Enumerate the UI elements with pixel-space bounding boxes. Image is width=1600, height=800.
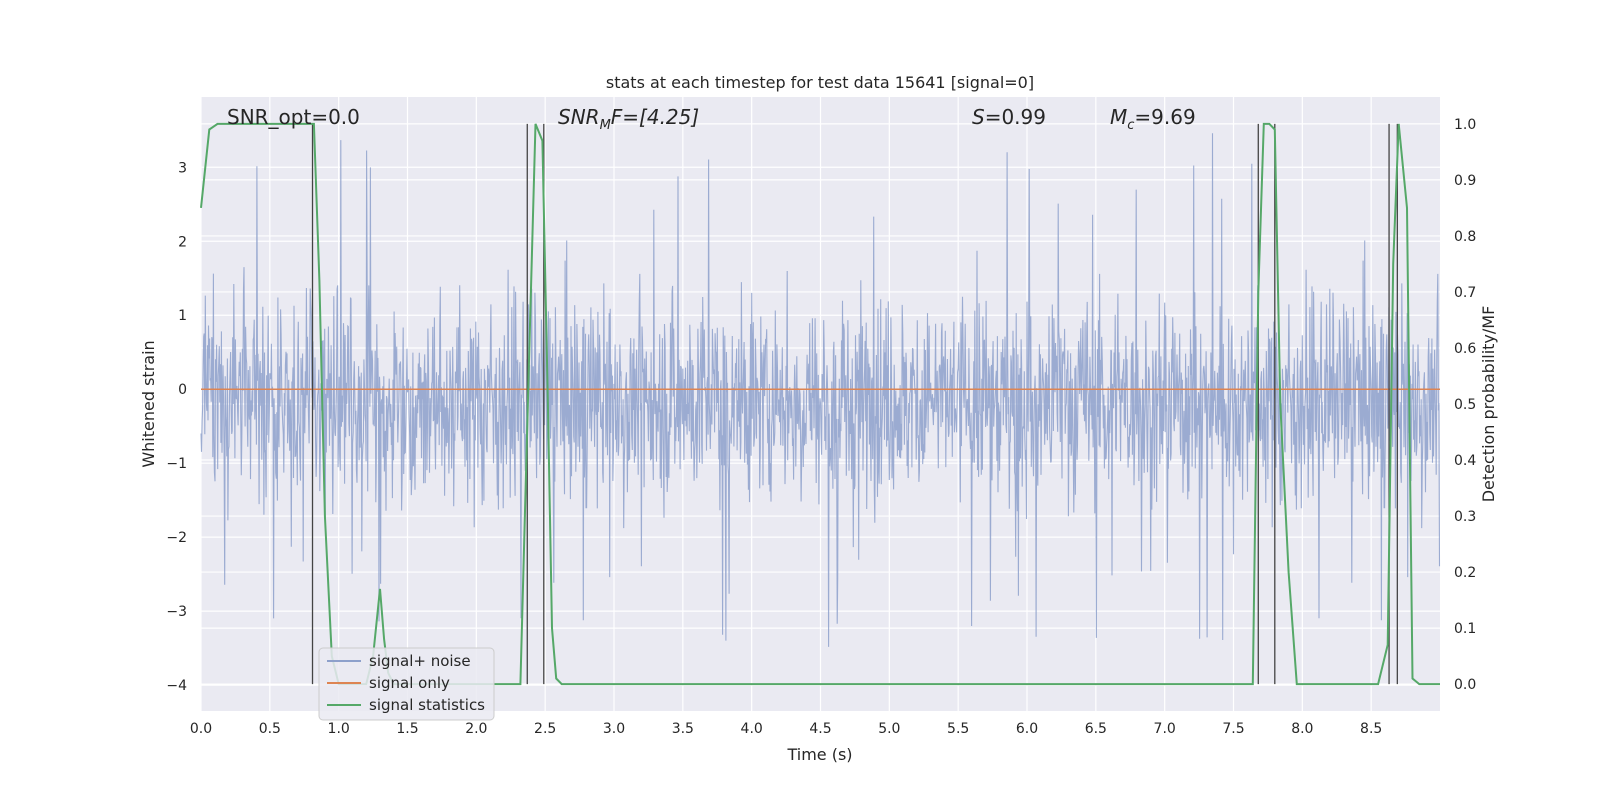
x-tick-label: 4.0: [741, 721, 763, 737]
x-tick-label: 3.0: [603, 721, 625, 737]
x-tick-label: 2.5: [534, 721, 556, 737]
y2-tick-label: 1.0: [1454, 117, 1476, 133]
x-tick-label: 1.0: [328, 721, 350, 737]
x-tick-label: 0.5: [259, 721, 281, 737]
y2-tick-label: 0.0: [1454, 677, 1476, 693]
x-tick-label: 0.0: [190, 721, 212, 737]
annotation-snr-mf: SNRMF=[4.25]: [558, 105, 699, 133]
legend-box: [318, 647, 495, 721]
y-tick-label: −2: [166, 530, 187, 546]
x-tick-label: 1.5: [396, 721, 418, 737]
signal-noise-line: [200, 133, 1441, 647]
annotation-mc: Mc=9.69: [1110, 105, 1196, 133]
x-tick-label: 4.5: [809, 721, 831, 737]
y2-tick-label: 0.3: [1454, 509, 1476, 525]
snr-mf-subscript: M: [600, 118, 611, 133]
y2-tick-label: 0.7: [1454, 285, 1476, 301]
annotation-s: S=0.99: [972, 105, 1046, 129]
mc-label: M: [1110, 105, 1127, 129]
y2-tick-label: 0.4: [1454, 453, 1476, 469]
legend-label-signal-only: signal only: [369, 674, 450, 692]
y-tick-label: −3: [166, 604, 187, 620]
signal-statistics-line: [200, 122, 1440, 686]
y2-tick-label: 0.1: [1454, 621, 1476, 637]
y2-tick-labels: 0.0 0.1 0.2 0.3 0.4 0.5 0.6 0.7 0.8 0.9 1.0: [1454, 117, 1476, 693]
s-value: =0.99: [985, 105, 1046, 129]
y-tick-label: −4: [166, 678, 187, 694]
x-tick-label: 6.5: [1085, 721, 1107, 737]
series-signal-noise: [200, 133, 1441, 647]
y-tick-label: −1: [166, 456, 187, 472]
y2-tick-label: 0.5: [1454, 397, 1476, 413]
x-axis-label: Time (s): [786, 745, 852, 764]
legend: signal+ noise signal only signal statist…: [318, 647, 495, 721]
mc-value: =9.69: [1134, 105, 1195, 129]
annotation-snr-opt: SNR_opt=0.0: [227, 105, 360, 129]
snr-mf-rest: F=[4.25]: [611, 105, 699, 129]
x-tick-label: 8.0: [1291, 721, 1313, 737]
x-tick-label: 7.5: [1222, 721, 1244, 737]
x-tick-label: 3.5: [672, 721, 694, 737]
legend-label-signal-statistics: signal statistics: [369, 696, 485, 714]
s-label: S: [972, 105, 985, 129]
y-tick-label: 3: [178, 160, 187, 176]
y2-tick-label: 0.9: [1454, 173, 1476, 189]
y2-tick-label: 0.2: [1454, 565, 1476, 581]
x-tick-label: 5.0: [878, 721, 900, 737]
y-tick-labels: −4 −3 −2 −1 0 1 2 3: [166, 160, 187, 694]
x-tick-labels: 0.0 0.5 1.0 1.5 2.0 2.5 3.0 3.5 4.0 4.5 5.0 5.5 6.0 6…: [190, 721, 1382, 737]
series-signal-statistics: [200, 122, 1440, 686]
mc-subscript: c: [1127, 118, 1134, 133]
x-tick-label: 6.0: [1016, 721, 1038, 737]
x-tick-label: 7.0: [1154, 721, 1176, 737]
y-tick-label: 0: [178, 382, 187, 398]
chart-title: stats at each timestep for test data 156…: [606, 73, 1034, 92]
x-tick-label: 5.5: [947, 721, 969, 737]
snr-mf-label: SNR: [558, 105, 600, 129]
y2-axis-label: Detection probability/MF: [1479, 306, 1498, 503]
x-tick-label: 2.0: [465, 721, 487, 737]
x-tick-label: 8.5: [1360, 721, 1382, 737]
y-tick-label: 1: [178, 308, 187, 324]
y-tick-label: 2: [178, 234, 187, 250]
y-axis-label: Whitened strain: [139, 340, 158, 467]
legend-label-signal-noise: signal+ noise: [369, 652, 471, 670]
y2-tick-label: 0.6: [1454, 341, 1476, 357]
y2-tick-label: 0.8: [1454, 229, 1476, 245]
